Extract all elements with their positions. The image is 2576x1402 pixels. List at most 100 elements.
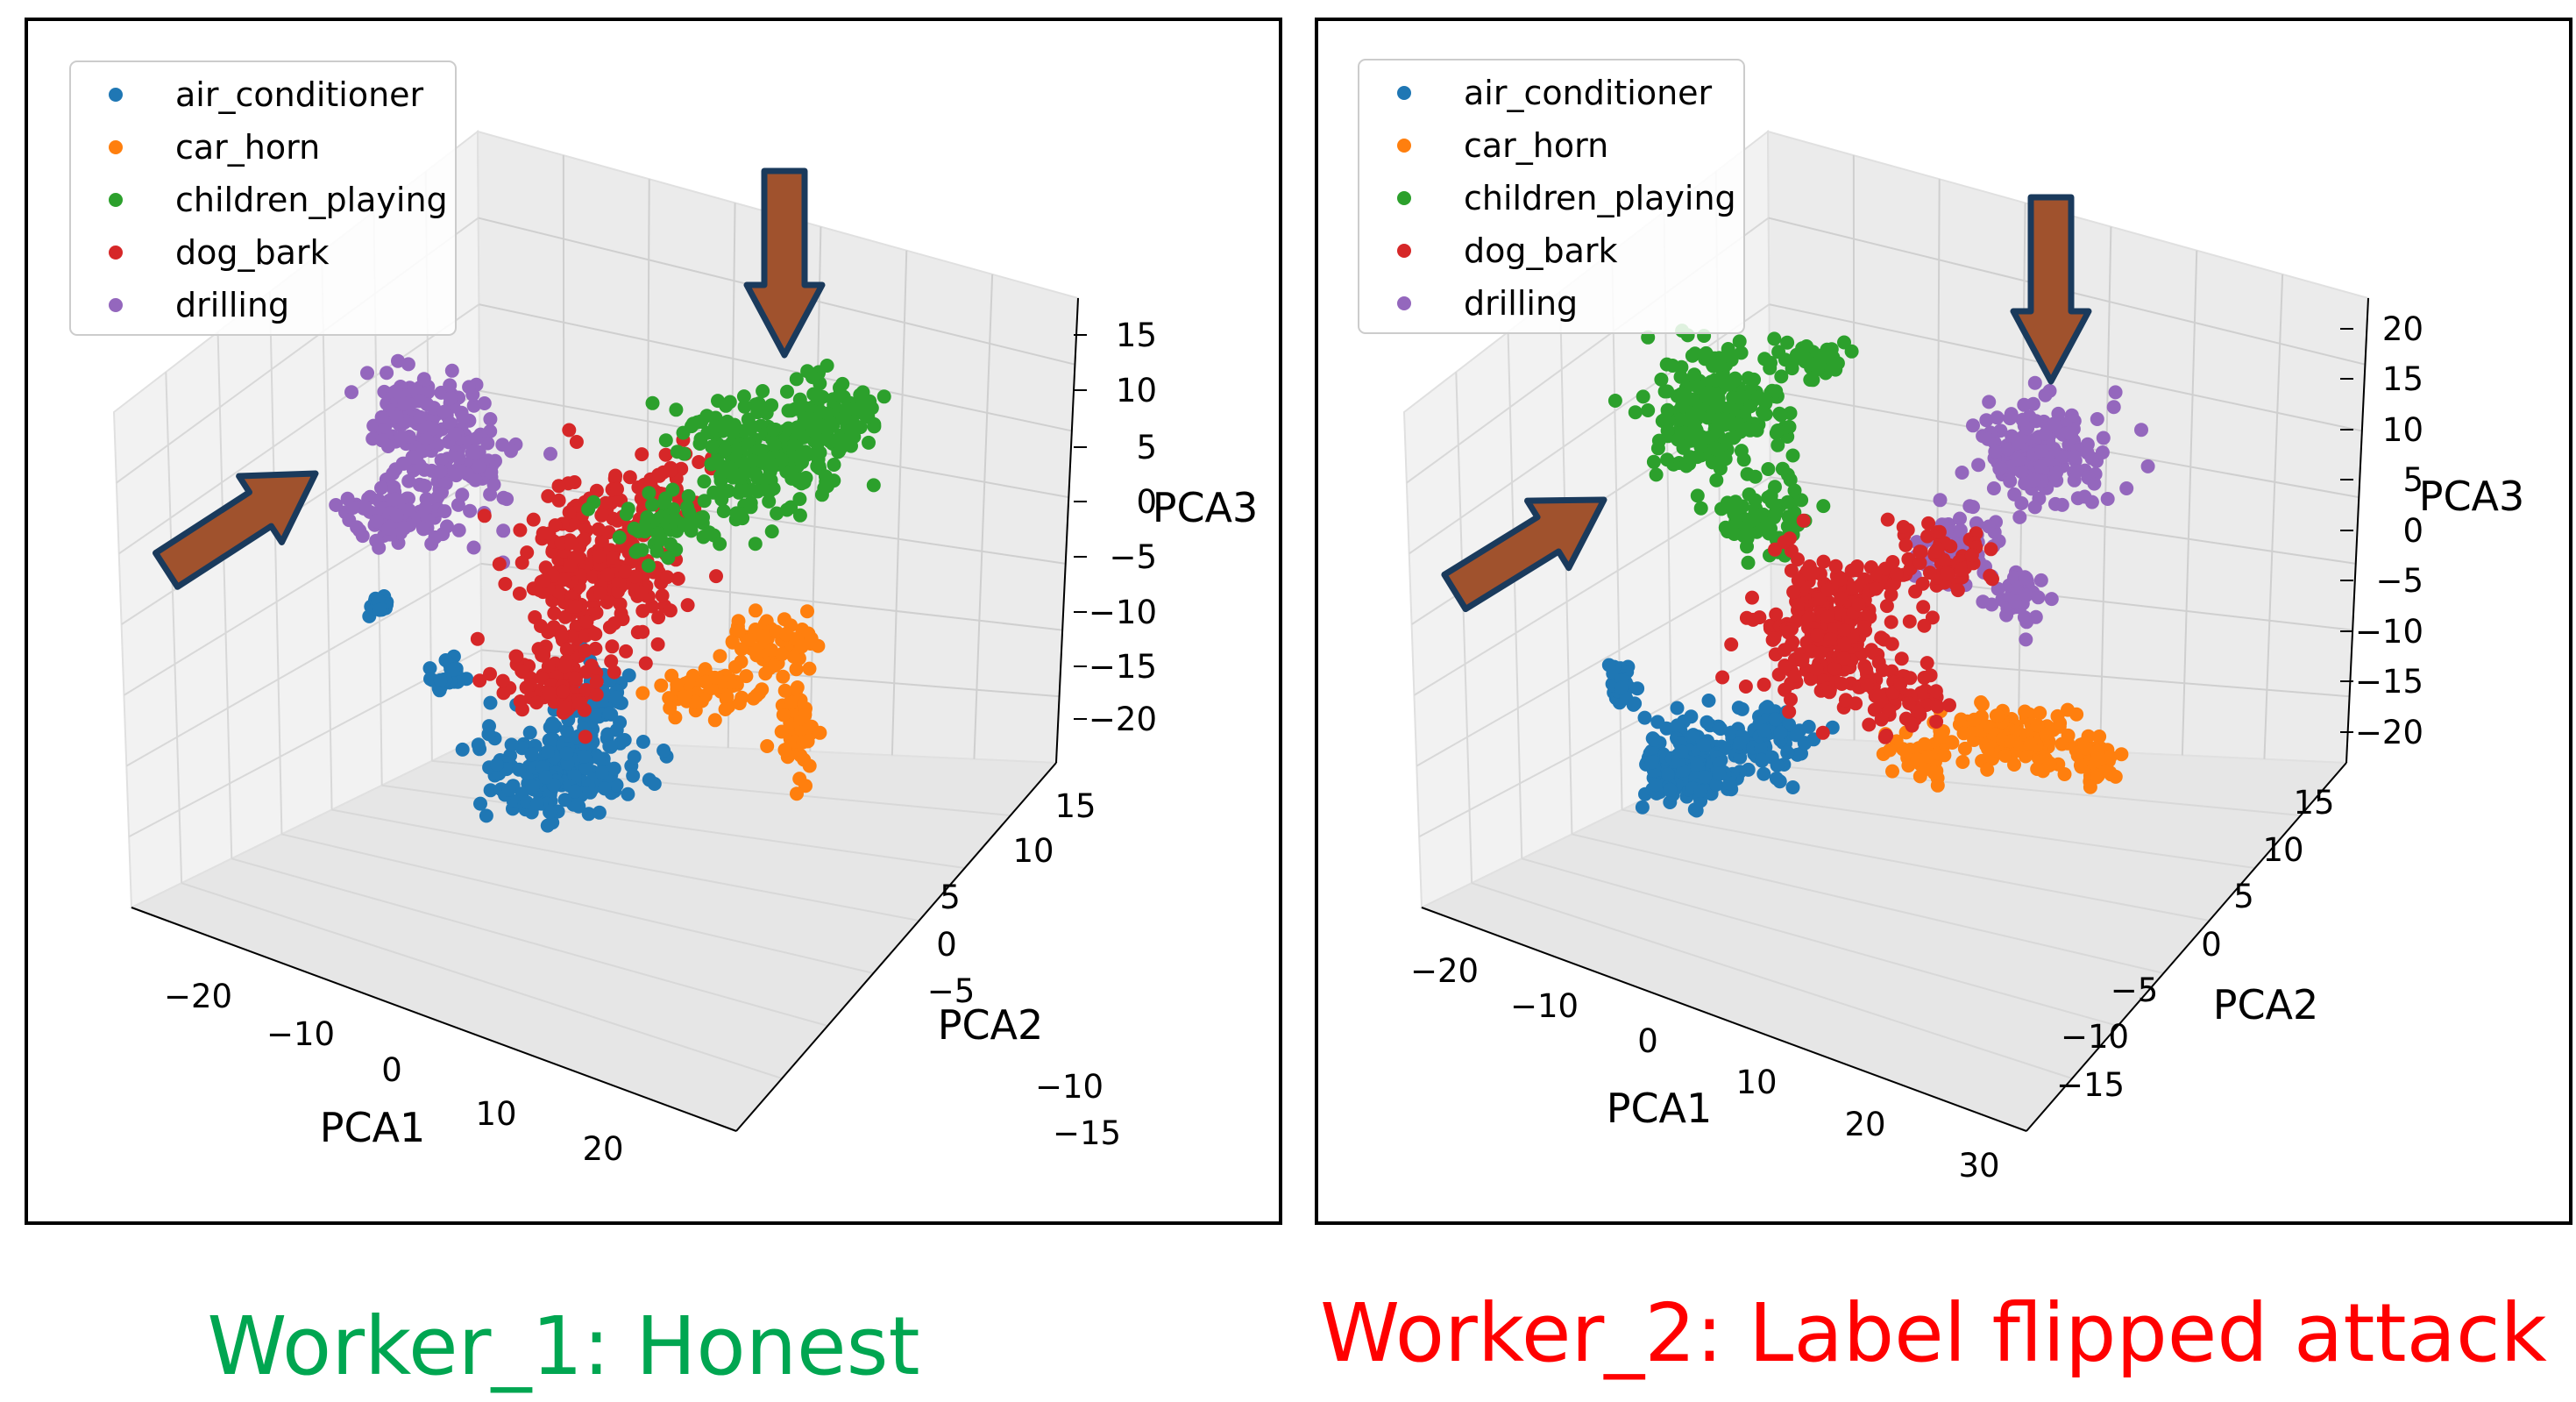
caption-right: Worker_2: Label flipped attack <box>1320 1286 2547 1380</box>
point-air-conditioner <box>1670 718 1685 733</box>
point-drilling <box>1999 608 2014 623</box>
point-drilling <box>2027 375 2042 390</box>
point-children-playing <box>1817 349 1832 364</box>
point-dog-bark <box>606 511 621 526</box>
point-dog-bark <box>508 649 523 664</box>
point-car-horn <box>677 689 692 704</box>
legend-marker-children-playing <box>109 193 123 207</box>
point-dog-bark <box>663 603 678 618</box>
grid-line <box>165 372 183 884</box>
point-drilling <box>1953 523 1968 537</box>
point-dog-bark <box>563 559 578 573</box>
point-air-conditioner <box>568 784 583 799</box>
point-children-playing <box>640 509 655 524</box>
point-drilling <box>442 416 457 430</box>
point-air-conditioner <box>373 602 387 617</box>
point-children-playing <box>1724 376 1739 390</box>
legend-label-dog-bark: dog_bark <box>1464 231 1618 270</box>
point-car-horn <box>699 674 713 689</box>
point-children-playing <box>1794 493 1809 508</box>
point-car-horn <box>1885 764 1899 779</box>
legend-box <box>69 60 457 336</box>
point-car-horn <box>798 708 813 722</box>
point-children-playing <box>780 384 794 399</box>
point-dog-bark <box>602 620 617 635</box>
point-air-conditioner <box>581 807 596 822</box>
point-drilling <box>1966 500 1980 515</box>
point-dog-bark <box>514 555 529 570</box>
point-car-horn <box>681 674 696 689</box>
point-dog-bark <box>1803 672 1818 687</box>
grid-line <box>1471 882 2073 1079</box>
point-car-horn <box>763 643 778 658</box>
point-dog-bark <box>611 584 625 599</box>
point-car-horn <box>2004 734 2019 749</box>
point-dog-bark <box>671 572 685 586</box>
point-dog-bark <box>548 518 563 533</box>
point-car-horn <box>2050 708 2065 723</box>
series-car-horn <box>635 603 827 801</box>
point-dog-bark <box>1894 651 1909 666</box>
point-children-playing <box>650 526 665 541</box>
point-dog-bark <box>568 671 583 686</box>
point-car-horn <box>1898 744 1913 759</box>
point-dog-bark <box>634 585 649 600</box>
point-car-horn <box>725 635 740 650</box>
point-drilling <box>345 501 360 515</box>
grid-line <box>2263 274 2284 759</box>
point-drilling <box>456 410 471 425</box>
point-dog-bark <box>1884 615 1898 630</box>
point-children-playing <box>1706 393 1721 407</box>
point-dog-bark <box>1869 581 1884 596</box>
point-dog-bark <box>650 637 665 651</box>
point-car-horn <box>2078 741 2093 756</box>
point-children-playing <box>756 384 770 398</box>
point-air-conditioner <box>1644 755 1659 770</box>
point-children-playing <box>680 500 695 515</box>
point-children-playing <box>1708 441 1723 456</box>
point-air-conditioner <box>1773 725 1788 740</box>
point-children-playing <box>801 410 816 425</box>
point-children-playing <box>630 543 645 558</box>
point-children-playing <box>862 435 876 450</box>
z-tick-label: −5 <box>1109 538 1157 576</box>
point-children-playing <box>1785 448 1800 463</box>
point-dog-bark <box>1837 623 1852 638</box>
point-children-playing <box>714 485 729 500</box>
point-dog-bark <box>554 536 569 551</box>
point-dog-bark <box>605 639 620 654</box>
point-children-playing <box>627 521 642 536</box>
point-drilling <box>2069 464 2084 479</box>
point-drilling <box>472 459 486 474</box>
point-air-conditioner <box>512 762 527 777</box>
point-children-playing <box>713 459 728 473</box>
point-air-conditioner <box>1712 766 1727 781</box>
point-dog-bark <box>1837 637 1852 651</box>
point-dog-bark <box>1929 715 1944 729</box>
legend-label-car-horn: car_horn <box>175 128 320 167</box>
point-children-playing <box>1771 423 1785 438</box>
point-children-playing <box>1844 344 1859 359</box>
point-dog-bark <box>1884 637 1899 651</box>
point-drilling <box>397 456 412 471</box>
point-air-conditioner <box>617 733 632 747</box>
y-tick-label: −10 <box>2061 1018 2129 1056</box>
point-dog-bark <box>1872 688 1887 703</box>
point-children-playing <box>1628 405 1643 420</box>
point-air-conditioner <box>1674 744 1689 759</box>
point-children-playing <box>581 502 596 516</box>
point-children-playing <box>697 494 712 509</box>
point-children-playing <box>612 530 627 544</box>
series-air-conditioner <box>1601 658 1840 818</box>
point-drilling <box>413 394 427 409</box>
arrow-down-icon <box>743 167 826 359</box>
point-children-playing <box>764 524 779 539</box>
point-dog-bark <box>1928 684 1943 699</box>
point-air-conditioner <box>1760 700 1775 715</box>
point-children-playing <box>642 559 656 573</box>
point-air-conditioner <box>1690 758 1705 772</box>
point-children-playing <box>1650 441 1665 456</box>
point-children-playing <box>1756 405 1771 420</box>
point-drilling <box>2108 385 2123 400</box>
point-drilling <box>2033 459 2048 474</box>
